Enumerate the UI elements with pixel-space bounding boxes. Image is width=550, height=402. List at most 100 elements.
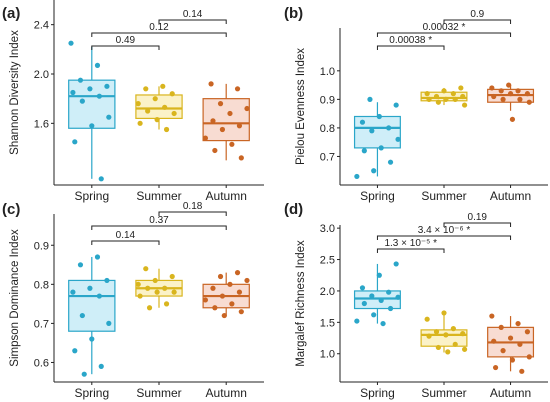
y-tick-label: 1.5 (320, 317, 335, 329)
data-point (369, 293, 375, 299)
bracket-line (376, 45, 445, 50)
data-point (79, 312, 85, 319)
data-point (212, 147, 218, 154)
data-point (229, 301, 235, 307)
significance-bracket: 0.12 (91, 22, 227, 37)
data-point (517, 96, 523, 102)
p-value-label: 0.00032 * (423, 22, 466, 33)
x-tick-label: Autumn (490, 189, 531, 203)
data-point (489, 85, 495, 91)
data-point (163, 301, 170, 307)
data-point (70, 89, 76, 96)
data-point (387, 159, 394, 165)
bracket-line (443, 222, 512, 227)
box-summer (420, 85, 468, 108)
data-point (106, 114, 112, 120)
significance-bracket: 0.37 (91, 215, 227, 230)
data-point (171, 289, 177, 295)
panel-b: (b) 0.7 0.8 0.9 1.0 Pielou Evenness Index Spri… (284, 5, 548, 203)
panel-a: (a) 1.6 2.0 2.4 Shannon Diversity Index Sprin… (2, 0, 264, 203)
data-point (393, 102, 399, 108)
p-value-label: 0.00038 * (389, 35, 432, 46)
bracket-line (376, 32, 512, 37)
y-axis-label: Margalef Richness Index (295, 240, 307, 367)
data-point (70, 289, 76, 295)
data-point (443, 96, 449, 102)
y-tick-label: 2.0 (320, 286, 335, 298)
data-point (87, 86, 93, 92)
significance-bracket: 1.3 × 10⁻⁵ * (376, 238, 445, 253)
y-tick-label: 1.0 (320, 66, 335, 78)
data-point (424, 316, 430, 322)
data-point (519, 368, 525, 374)
box-iqr (353, 115, 401, 149)
data-point (507, 91, 514, 97)
data-point (371, 312, 377, 318)
y-tick-label: 0.7 (320, 151, 335, 163)
p-value-label: 0.14 (183, 9, 203, 20)
panel-label: (c) (2, 201, 20, 218)
data-point (152, 96, 158, 102)
box-autumn (202, 81, 250, 161)
significance-bracket: 0.18 (158, 201, 227, 216)
data-point (77, 262, 84, 268)
data-point (234, 270, 241, 276)
data-point (378, 145, 384, 151)
x-tick-label: Summer (136, 189, 181, 203)
data-point (461, 102, 468, 108)
box-iqr (202, 98, 250, 142)
p-value-label: 1.3 × 10⁻⁵ * (384, 238, 437, 249)
data-point (106, 320, 112, 326)
data-point (443, 332, 449, 338)
data-point (458, 85, 464, 91)
data-point (395, 136, 401, 142)
bracket-line (91, 240, 160, 245)
significance-bracket: 3.4 × 10⁻⁶ * (376, 225, 512, 240)
data-point (369, 128, 375, 134)
y-tick-label: 0.8 (34, 279, 49, 291)
data-point (217, 101, 224, 107)
data-point (221, 312, 227, 319)
data-point (492, 364, 499, 371)
data-point (452, 341, 458, 347)
data-point (217, 273, 224, 280)
data-point (498, 324, 504, 330)
p-value-label: 0.49 (116, 35, 136, 46)
data-point (424, 91, 430, 97)
data-point (143, 86, 149, 92)
data-point (135, 281, 141, 287)
data-point (137, 120, 143, 126)
data-point (367, 96, 373, 102)
p-value-label: 0.19 (468, 212, 488, 223)
y-tick-label: 1.6 (34, 118, 49, 130)
data-point (219, 126, 226, 133)
data-point (143, 266, 149, 272)
bracket-line (91, 32, 227, 37)
box-iqr (353, 290, 401, 310)
data-point (461, 346, 468, 352)
data-point (426, 96, 432, 102)
data-point (72, 139, 78, 145)
data-point (380, 320, 386, 327)
data-point (229, 141, 235, 147)
data-point (500, 96, 506, 102)
data-point (452, 96, 458, 102)
bracket-line (91, 225, 227, 230)
data-point (435, 99, 441, 105)
data-point (98, 363, 104, 369)
box-summer (135, 266, 183, 311)
data-point (433, 329, 440, 335)
y-tick-label: 1.0 (320, 349, 335, 361)
data-point (393, 261, 399, 267)
y-tick-label: 3.0 (320, 223, 335, 235)
data-point (435, 344, 441, 351)
data-point (94, 62, 101, 68)
box-spring (68, 40, 116, 182)
data-point (96, 93, 102, 99)
data-point (238, 309, 244, 315)
x-tick-label: Spring (360, 189, 395, 203)
y-axis-label: Pielou Evenness Index (295, 48, 307, 165)
data-point (146, 305, 153, 311)
data-point (171, 110, 177, 117)
data-point (515, 88, 521, 94)
